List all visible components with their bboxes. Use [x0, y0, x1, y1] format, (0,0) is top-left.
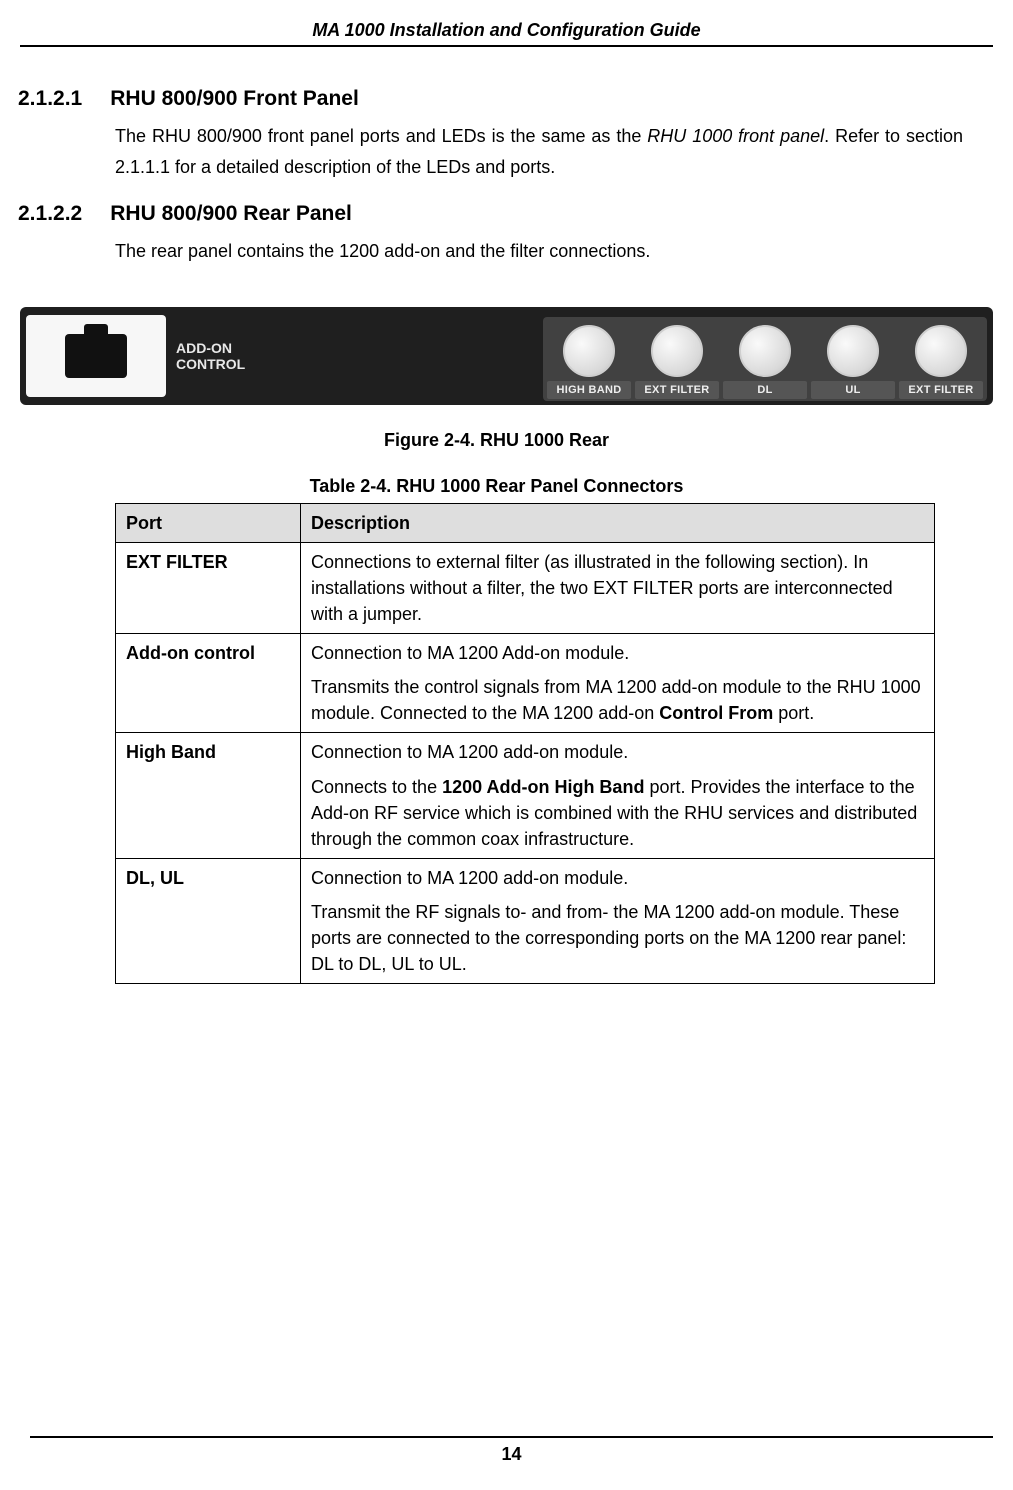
connector-label: DL	[723, 381, 807, 399]
bold-text: 1200 Add-on High Band	[442, 777, 644, 797]
connector: HIGH BAND	[547, 325, 631, 399]
description-paragraph: Connection to MA 1200 Add-on module.	[311, 640, 924, 666]
connector: EXT FILTER	[635, 325, 719, 399]
addon-control-port	[26, 315, 166, 397]
description-cell: Connection to MA 1200 add-on module. Tran…	[301, 858, 935, 983]
port-cell: DL, UL	[116, 858, 301, 983]
bold-text: Control From	[659, 703, 773, 723]
connector-circle-icon	[563, 325, 615, 377]
description-paragraph: Connections to external filter (as illus…	[311, 549, 924, 627]
port-cell: EXT FILTER	[116, 542, 301, 633]
connector-circle-icon	[915, 325, 967, 377]
port-cell: Add-on control	[116, 634, 301, 733]
panel-frame: ADD-ON CONTROL HIGH BANDEXT FILTERDLULEX…	[20, 307, 993, 405]
connector-circle-icon	[739, 325, 791, 377]
table-caption: Table 2-4. RHU 1000 Rear Panel Connector…	[30, 476, 963, 497]
table-row: EXT FILTERConnections to external filter…	[116, 542, 935, 633]
description-paragraph: Connection to MA 1200 add-on module.	[311, 865, 924, 891]
section-body-rear-panel: The rear panel contains the 1200 add-on …	[115, 236, 963, 267]
page-number: 14	[501, 1444, 521, 1464]
table-header-row: Port Description	[116, 503, 935, 542]
section-number: 2.1.2.1	[18, 87, 82, 111]
section-number: 2.1.2.2	[18, 202, 82, 226]
connector: UL	[811, 325, 895, 399]
description-paragraph: Connects to the 1200 Add-on High Band po…	[311, 774, 924, 852]
table-row: High BandConnection to MA 1200 add-on mo…	[116, 733, 935, 858]
description-paragraph: Transmits the control signals from MA 12…	[311, 674, 924, 726]
table-header-description: Description	[301, 503, 935, 542]
body-text-italic: RHU 1000 front panel	[647, 126, 824, 146]
connectors-table: Port Description EXT FILTERConnections t…	[115, 503, 935, 984]
rj45-icon	[65, 334, 127, 378]
section-body-front-panel: The RHU 800/900 front panel ports and LE…	[115, 121, 963, 182]
connector-bank: HIGH BANDEXT FILTERDLULEXT FILTER	[543, 307, 987, 405]
description-cell: Connection to MA 1200 add-on module. Conn…	[301, 733, 935, 858]
addon-control-label: ADD-ON CONTROL	[176, 340, 245, 372]
description-cell: Connections to external filter (as illus…	[301, 542, 935, 633]
section-title: RHU 800/900 Rear Panel	[110, 202, 352, 226]
body-text-pre: The RHU 800/900 front panel ports and LE…	[115, 126, 647, 146]
document-header: MA 1000 Installation and Configuration G…	[20, 20, 993, 47]
description-cell: Connection to MA 1200 Add-on module. Tran…	[301, 634, 935, 733]
connector-circle-icon	[651, 325, 703, 377]
page-footer: 14	[30, 1436, 993, 1465]
table-row: Add-on controlConnection to MA 1200 Add-…	[116, 634, 935, 733]
connector-label: HIGH BAND	[547, 381, 631, 399]
description-paragraph: Transmit the RF signals to- and from- th…	[311, 899, 924, 977]
figure-caption: Figure 2-4. RHU 1000 Rear	[30, 430, 963, 451]
table-row: DL, ULConnection to MA 1200 add-on modul…	[116, 858, 935, 983]
connector-circle-icon	[827, 325, 879, 377]
connector: DL	[723, 325, 807, 399]
connector-label: EXT FILTER	[635, 381, 719, 399]
connector-label: EXT FILTER	[899, 381, 983, 399]
connector-label: UL	[811, 381, 895, 399]
rear-panel-diagram: ADD-ON CONTROL HIGH BANDEXT FILTERDLULEX…	[20, 307, 993, 405]
section-heading-front-panel: 2.1.2.1 RHU 800/900 Front Panel	[18, 87, 963, 111]
section-heading-rear-panel: 2.1.2.2 RHU 800/900 Rear Panel	[18, 202, 963, 226]
connector: EXT FILTER	[899, 325, 983, 399]
port-cell: High Band	[116, 733, 301, 858]
description-paragraph: Connection to MA 1200 add-on module.	[311, 739, 924, 765]
section-title: RHU 800/900 Front Panel	[110, 87, 359, 111]
table-header-port: Port	[116, 503, 301, 542]
